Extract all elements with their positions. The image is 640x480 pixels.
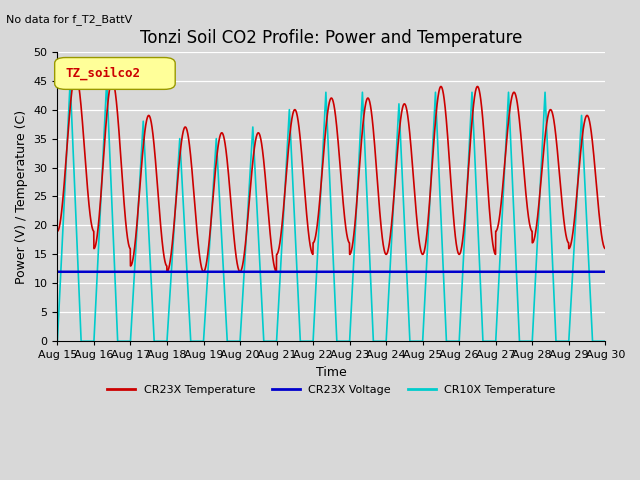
Text: No data for f_T2_BattV: No data for f_T2_BattV xyxy=(6,14,132,25)
CR23X Temperature xyxy=(72,72,79,78)
CR23X Temperature xyxy=(591,163,598,168)
Line: CR23X Temperature: CR23X Temperature xyxy=(58,75,605,272)
CR23X Temperature xyxy=(264,204,271,210)
Y-axis label: Power (V) / Temperature (C): Power (V) / Temperature (C) xyxy=(15,109,28,284)
CR10X Temperature xyxy=(67,78,74,84)
FancyBboxPatch shape xyxy=(54,58,175,89)
CR23X Voltage xyxy=(148,269,156,275)
CR23X Voltage xyxy=(116,269,124,275)
Title: Tonzi Soil CO2 Profile: Power and Temperature: Tonzi Soil CO2 Profile: Power and Temper… xyxy=(140,29,522,48)
Legend: CR23X Temperature, CR23X Voltage, CR10X Temperature: CR23X Temperature, CR23X Voltage, CR10X … xyxy=(102,381,560,399)
CR10X Temperature xyxy=(116,338,124,344)
X-axis label: Time: Time xyxy=(316,366,347,379)
CR10X Temperature xyxy=(54,338,61,344)
CR10X Temperature xyxy=(591,338,598,344)
CR23X Voltage xyxy=(264,269,271,275)
CR23X Voltage xyxy=(532,269,540,275)
CR10X Temperature xyxy=(148,305,156,311)
Line: CR10X Temperature: CR10X Temperature xyxy=(58,81,605,341)
CR23X Voltage xyxy=(591,269,598,275)
CR10X Temperature xyxy=(287,149,295,155)
CR10X Temperature xyxy=(264,338,271,344)
CR23X Temperature xyxy=(288,118,296,124)
CR23X Temperature xyxy=(163,269,171,275)
CR23X Temperature xyxy=(54,228,61,234)
CR23X Voltage xyxy=(287,269,295,275)
CR23X Voltage xyxy=(602,269,609,275)
CR23X Temperature xyxy=(116,144,124,149)
CR23X Temperature xyxy=(602,246,609,252)
CR23X Voltage xyxy=(54,269,61,275)
CR10X Temperature xyxy=(602,338,609,344)
Text: TZ_soilco2: TZ_soilco2 xyxy=(66,67,141,80)
CR23X Temperature xyxy=(532,228,540,234)
CR10X Temperature xyxy=(532,275,540,280)
CR23X Temperature xyxy=(148,128,156,134)
